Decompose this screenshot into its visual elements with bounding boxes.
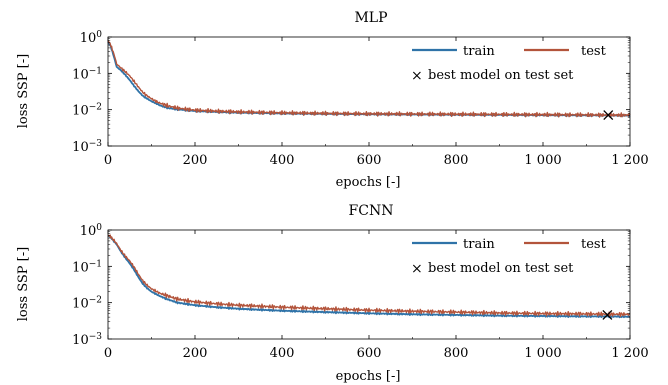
- fcnn-xtick-label: 200: [183, 346, 208, 361]
- mlp-axes-frame: [107, 36, 631, 147]
- fcnn-ytick-label: 10−2: [72, 296, 102, 312]
- fcnn-series-train: [107, 234, 631, 319]
- mlp-legend-train-label: train: [463, 44, 495, 59]
- mlp-ticks: 0 200 400 600 800 1 000 1 200 10−3 10−2 10−1 100: [72, 30, 648, 168]
- mlp-best-model-marker: [603, 110, 614, 121]
- fcnn-ylabel: loss SSP [-]: [16, 247, 31, 321]
- mlp-legend: train test × best model on test set: [411, 44, 607, 84]
- mlp-xlabel: epochs [-]: [336, 175, 401, 190]
- fcnn-ytick-label: 10−1: [72, 259, 102, 275]
- fcnn-ytick-label: 10−3: [72, 332, 102, 348]
- mlp-legend-marker-label: best model on test set: [428, 68, 574, 83]
- fcnn-ytick-label: 100: [80, 223, 103, 239]
- fcnn-legend-marker-symbol: ×: [411, 261, 423, 277]
- fcnn-xtick-label: 1 200: [611, 346, 648, 361]
- mlp-ytick-label: 100: [80, 30, 103, 46]
- fcnn-xtick-label: 400: [270, 346, 295, 361]
- fcnn-legend-train-label: train: [463, 237, 495, 252]
- fcnn-best-model-marker: [602, 309, 613, 320]
- fcnn-xtick-label: 1 000: [524, 346, 561, 361]
- fcnn-plot-area: [107, 234, 631, 320]
- mlp-legend-test-label: test: [581, 44, 607, 59]
- mlp-xtick-label: 0: [104, 153, 112, 168]
- fcnn-legend-test-label: test: [581, 237, 607, 252]
- fcnn-xtick-label: 600: [357, 346, 382, 361]
- fcnn-title: FCNN: [349, 203, 394, 219]
- fcnn-axes-frame: [107, 229, 631, 340]
- mlp-ytick-label: 10−2: [72, 103, 102, 119]
- mlp-ytick-label: 10−1: [72, 66, 102, 82]
- mlp-panel: MLP 0 200 400 600 800 1 000 1 200 10−3 10−2 10−1 1…: [16, 10, 649, 190]
- fcnn-xtick-label: 800: [444, 346, 469, 361]
- mlp-ytick-label: 10−3: [72, 139, 102, 155]
- mlp-xtick-label: 1 200: [611, 153, 648, 168]
- fcnn-legend-marker-label: best model on test set: [428, 261, 574, 276]
- mlp-title: MLP: [354, 10, 387, 26]
- mlp-xtick-label: 600: [357, 153, 382, 168]
- fcnn-xlabel: epochs [-]: [336, 369, 401, 384]
- mlp-ylabel: loss SSP [-]: [16, 54, 31, 128]
- mlp-xtick-label: 400: [270, 153, 295, 168]
- mlp-xtick-label: 800: [444, 153, 469, 168]
- mlp-plot-area: [107, 40, 631, 121]
- mlp-xtick-label: 1 000: [524, 153, 561, 168]
- mlp-legend-marker-symbol: ×: [411, 68, 423, 84]
- fcnn-legend: train test × best model on test set: [411, 237, 607, 277]
- fcnn-xtick-label: 0: [104, 346, 112, 361]
- fcnn-panel: FCNN 0 200 400 600 800 1 000 1 200 10−3 10−2 10−1…: [16, 203, 649, 384]
- fcnn-series-test: [107, 234, 631, 318]
- mlp-xtick-label: 200: [183, 153, 208, 168]
- mlp-series-test: [107, 40, 631, 118]
